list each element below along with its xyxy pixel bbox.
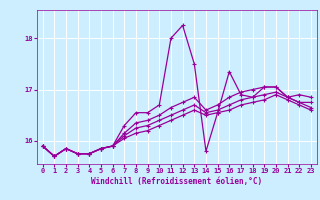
X-axis label: Windchill (Refroidissement éolien,°C): Windchill (Refroidissement éolien,°C) [91,177,262,186]
